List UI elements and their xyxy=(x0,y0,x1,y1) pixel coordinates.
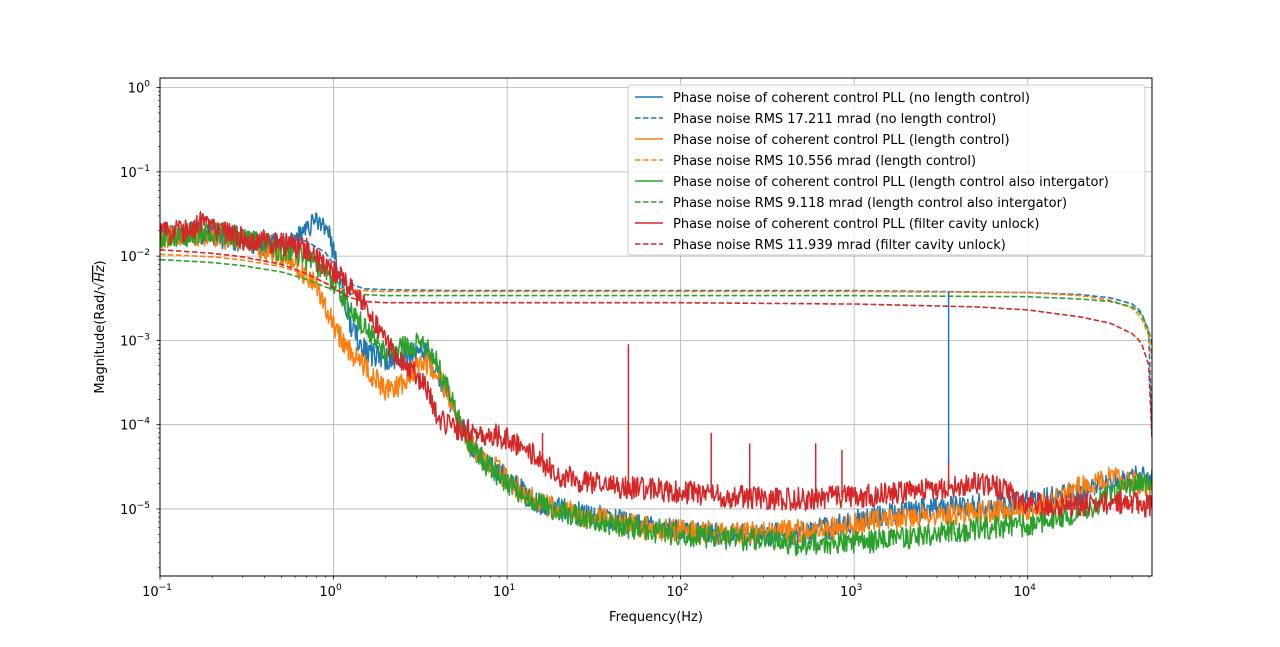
y-tick-label: 10−5 xyxy=(120,501,150,518)
legend-entry-label: Phase noise of coherent control PLL (len… xyxy=(673,133,1010,148)
x-tick-label: 102 xyxy=(667,583,689,600)
y-tick-label: 10−2 xyxy=(120,248,150,265)
series-line-8 xyxy=(160,249,1152,438)
legend-frame xyxy=(627,84,1146,256)
y-axis-label-hz: Hz xyxy=(93,264,108,282)
x-tick-label-base: 10 xyxy=(493,585,510,600)
x-axis-label: Frequency(Hz) xyxy=(609,610,703,625)
legend-entry-label: Phase noise of coherent control PLL (no … xyxy=(673,91,1030,106)
x-tick-label: 100 xyxy=(319,583,342,600)
plot-frame xyxy=(159,77,1153,577)
y-tick-label-base: 10 xyxy=(128,82,145,97)
y-tick-label-exp: −5 xyxy=(137,501,150,511)
legend-entry-label: Phase noise of coherent control PLL (fil… xyxy=(673,217,1039,232)
x-tick-label-base: 10 xyxy=(142,585,159,600)
y-tick-label: 10−4 xyxy=(120,417,150,434)
x-tick-label-exp: 4 xyxy=(1030,583,1036,593)
x-tick-label-exp: −1 xyxy=(159,583,172,593)
legend-entry-label: Phase noise RMS 10.556 mrad (length cont… xyxy=(673,154,976,169)
y-axis-label-main: Magnitude(Rad/ xyxy=(93,290,108,394)
y-tick-label-exp: −3 xyxy=(137,332,150,342)
x-tick-label-base: 10 xyxy=(1014,585,1031,600)
y-axis-label: Magnitude(Rad/√Hz) xyxy=(93,260,108,393)
y-tick-label: 100 xyxy=(128,80,151,97)
x-tick-label: 103 xyxy=(840,583,862,600)
y-tick-label: 10−1 xyxy=(120,164,150,181)
y-tick-label-exp: 0 xyxy=(144,80,150,90)
legend-entry-label: Phase noise of coherent control PLL (len… xyxy=(673,175,1109,190)
x-tick-label-base: 10 xyxy=(667,585,684,600)
y-axis-label-sqrt: √ xyxy=(93,281,108,290)
legend-entry-label: Phase noise RMS 11.939 mrad (filter cavi… xyxy=(673,238,1006,253)
y-tick-label-exp: −4 xyxy=(137,417,151,427)
legend: Phase noise of coherent control PLL (no … xyxy=(627,84,1146,256)
y-tick-label-exp: −2 xyxy=(137,248,150,258)
x-tick-label: 101 xyxy=(493,583,515,600)
x-tick-label: 104 xyxy=(1014,583,1037,600)
series-lines xyxy=(160,210,1152,557)
y-axis-label-close: ) xyxy=(93,260,108,265)
y-tick-label-base: 10 xyxy=(120,250,137,265)
y-tick-label-base: 10 xyxy=(120,503,137,518)
series-line-2 xyxy=(160,235,1152,433)
series-line-6 xyxy=(160,258,1152,345)
x-tick-label: 10−1 xyxy=(142,583,172,600)
y-tick-label-base: 10 xyxy=(120,334,137,349)
x-tick-label-base: 10 xyxy=(840,585,857,600)
series-line-7 xyxy=(160,210,1152,518)
x-tick-label-exp: 2 xyxy=(683,583,689,593)
y-tick-label-base: 10 xyxy=(120,166,137,181)
y-tick-label-exp: −1 xyxy=(137,164,150,174)
x-tick-label-base: 10 xyxy=(319,585,336,600)
axis-ticks: 10−1 100 101 102 103 10410−510−410−310−210−11… xyxy=(120,80,1150,600)
y-tick-label: 10−3 xyxy=(120,332,150,349)
x-tick-label-exp: 3 xyxy=(857,583,863,593)
legend-entry-label: Phase noise RMS 9.118 mrad (length contr… xyxy=(673,196,1067,211)
x-tick-label-exp: 1 xyxy=(510,583,516,593)
legend-entry-label: Phase noise RMS 17.211 mrad (no length c… xyxy=(673,112,996,127)
x-tick-label-exp: 0 xyxy=(336,583,342,593)
y-tick-label-base: 10 xyxy=(120,419,137,434)
